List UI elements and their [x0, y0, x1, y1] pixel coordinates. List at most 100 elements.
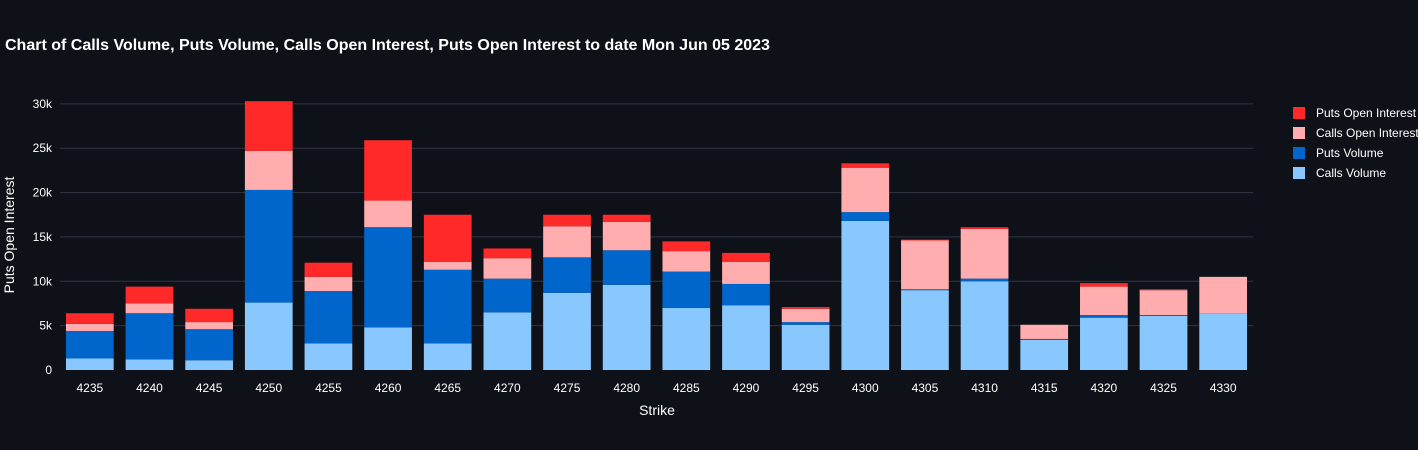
bar-calls-open-interest-4265[interactable]: [423, 261, 472, 270]
bar-calls-open-interest-4240[interactable]: [125, 303, 174, 314]
bar-calls-open-interest-4315[interactable]: [1020, 324, 1069, 339]
bar-calls-open-interest-4245[interactable]: [185, 322, 233, 330]
bar-calls-open-interest-4295[interactable]: [781, 308, 830, 323]
bar-calls-volume-4320[interactable]: [1080, 317, 1128, 370]
bar-puts-volume-4280[interactable]: [602, 250, 651, 285]
bar-calls-volume-4270[interactable]: [483, 312, 532, 370]
bar-puts-open-interest-4240[interactable]: [125, 286, 174, 304]
y-tick-label: 20k: [33, 186, 53, 200]
bar-calls-volume-4295[interactable]: [781, 324, 830, 370]
bar-calls-volume-4290[interactable]: [722, 305, 770, 370]
bar-puts-open-interest-4260[interactable]: [364, 140, 412, 201]
bar-puts-volume-4310[interactable]: [960, 278, 1009, 282]
bar-calls-open-interest-4275[interactable]: [543, 226, 591, 258]
bar-calls-open-interest-4285[interactable]: [662, 251, 711, 272]
bar-puts-open-interest-4300[interactable]: [841, 163, 890, 168]
x-tick-label: 4280: [613, 381, 640, 395]
bar-puts-volume-4255[interactable]: [304, 291, 353, 344]
legend-swatch: [1293, 167, 1305, 179]
bar-calls-volume-4330[interactable]: [1199, 313, 1248, 370]
bar-puts-volume-4300[interactable]: [841, 212, 890, 221]
bar-puts-volume-4295[interactable]: [781, 322, 830, 325]
x-axis-title: Strike: [639, 402, 675, 418]
bar-puts-volume-4285[interactable]: [662, 271, 711, 308]
bar-calls-volume-4235[interactable]: [65, 358, 114, 370]
x-tick-label: 4240: [136, 381, 163, 395]
bar-puts-open-interest-4250[interactable]: [244, 101, 293, 151]
bar-calls-open-interest-4305[interactable]: [901, 240, 949, 290]
bar-puts-volume-4290[interactable]: [722, 283, 770, 306]
bar-puts-volume-4235[interactable]: [65, 330, 114, 359]
bar-calls-volume-4240[interactable]: [125, 359, 174, 370]
x-tick-label: 4275: [554, 381, 581, 395]
bar-calls-open-interest-4260[interactable]: [364, 200, 412, 228]
y-tick-label: 15k: [33, 230, 53, 244]
legend-label: Puts Open Interest: [1316, 106, 1417, 120]
bar-puts-open-interest-4235[interactable]: [65, 313, 114, 324]
x-tick-label: 4295: [792, 381, 819, 395]
bar-puts-open-interest-4285[interactable]: [662, 241, 711, 252]
bar-calls-volume-4285[interactable]: [662, 307, 711, 370]
bar-puts-volume-4260[interactable]: [364, 227, 412, 328]
bar-puts-open-interest-4320[interactable]: [1080, 283, 1128, 287]
bar-calls-volume-4300[interactable]: [841, 220, 890, 370]
bar-puts-open-interest-4245[interactable]: [185, 308, 233, 323]
bar-calls-open-interest-4330[interactable]: [1199, 276, 1248, 314]
x-tick-label: 4315: [1031, 381, 1058, 395]
bar-puts-volume-4270[interactable]: [483, 278, 532, 313]
bar-calls-volume-4315[interactable]: [1020, 339, 1069, 370]
bar-calls-volume-4260[interactable]: [364, 327, 412, 370]
bar-calls-volume-4275[interactable]: [543, 292, 591, 370]
y-axis-title: Puts Open Interest: [1, 177, 17, 294]
bar-puts-volume-4320[interactable]: [1080, 315, 1128, 318]
bar-calls-volume-4245[interactable]: [185, 360, 233, 370]
bar-calls-open-interest-4280[interactable]: [602, 221, 651, 251]
bar-calls-open-interest-4325[interactable]: [1139, 290, 1188, 315]
bar-calls-open-interest-4255[interactable]: [304, 276, 353, 292]
bar-puts-open-interest-4295[interactable]: [781, 307, 830, 309]
legend-item-calls-volume[interactable]: Calls Volume: [1293, 166, 1386, 180]
bar-puts-open-interest-4255[interactable]: [304, 262, 353, 277]
x-tick-label: 4270: [494, 381, 521, 395]
bar-calls-volume-4310[interactable]: [960, 281, 1009, 370]
bar-puts-volume-4275[interactable]: [543, 257, 591, 293]
bar-calls-open-interest-4235[interactable]: [65, 323, 114, 331]
bar-calls-volume-4280[interactable]: [602, 284, 651, 370]
bar-calls-volume-4255[interactable]: [304, 343, 353, 370]
bar-puts-open-interest-4290[interactable]: [722, 252, 770, 262]
x-tick-label: 4320: [1091, 381, 1118, 395]
bar-calls-open-interest-4310[interactable]: [960, 228, 1009, 279]
bar-calls-volume-4265[interactable]: [423, 343, 472, 370]
bar-puts-open-interest-4325[interactable]: [1139, 289, 1188, 291]
bar-puts-open-interest-4280[interactable]: [602, 214, 651, 222]
bar-calls-volume-4305[interactable]: [901, 290, 949, 370]
bar-puts-open-interest-4305[interactable]: [901, 239, 949, 241]
bar-puts-volume-4250[interactable]: [244, 189, 293, 303]
bar-puts-open-interest-4275[interactable]: [543, 214, 591, 227]
bar-calls-open-interest-4320[interactable]: [1080, 286, 1128, 315]
bar-puts-volume-4325[interactable]: [1139, 315, 1188, 316]
x-tick-label: 4255: [315, 381, 342, 395]
bar-puts-open-interest-4270[interactable]: [483, 248, 532, 259]
bar-puts-volume-4240[interactable]: [125, 313, 174, 360]
legend-item-puts-volume[interactable]: Puts Volume: [1293, 146, 1384, 160]
bar-calls-open-interest-4270[interactable]: [483, 258, 532, 279]
bar-puts-volume-4305[interactable]: [901, 289, 949, 291]
legend[interactable]: Puts Open Interest Calls Open Interest Put…: [1293, 106, 1418, 180]
bar-calls-open-interest-4290[interactable]: [722, 261, 770, 284]
bar-puts-open-interest-4265[interactable]: [423, 214, 472, 262]
bar-calls-volume-4325[interactable]: [1139, 315, 1188, 370]
bar-calls-open-interest-4250[interactable]: [244, 150, 293, 190]
x-ticks: 4235 4240 4245 4250 4255 4260 4265 4270 4275 4280…: [76, 381, 1236, 395]
bar-puts-open-interest-4310[interactable]: [960, 227, 1009, 229]
bar-calls-open-interest-4300[interactable]: [841, 167, 890, 213]
legend-item-calls-open-interest[interactable]: Calls Open Interest: [1293, 126, 1418, 140]
x-tick-label: 4260: [375, 381, 402, 395]
bar-calls-volume-4250[interactable]: [244, 302, 293, 370]
legend-item-puts-open-interest[interactable]: Puts Open Interest: [1293, 106, 1417, 120]
bar-puts-volume-4265[interactable]: [423, 269, 472, 344]
legend-swatch: [1293, 127, 1305, 139]
bar-puts-volume-4245[interactable]: [185, 329, 233, 361]
bar-puts-volume-4315[interactable]: [1020, 338, 1069, 340]
